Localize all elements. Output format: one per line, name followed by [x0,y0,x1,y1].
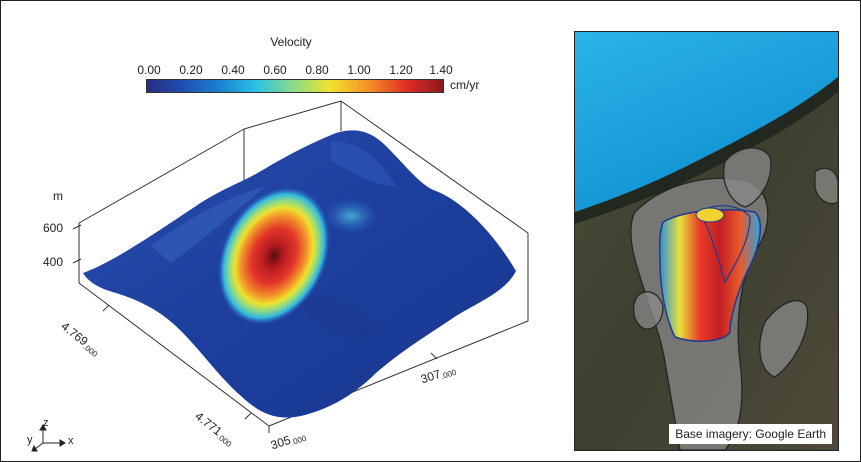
map-attribution: Base imagery: Google Earth [669,424,832,444]
terrain-ridge [331,141,396,186]
velocity-hotspot [217,187,331,325]
legend-tick: 0.40 [221,63,245,77]
triad-y-label: y [27,434,33,446]
edge-ticks [102,304,438,433]
triad-x-label: x [68,435,74,447]
bounding-box [72,100,529,427]
legend-unit: cm/yr [450,78,480,92]
legend-tick: 0.00 [137,63,161,77]
coastline [575,77,838,224]
minor-anomaly [323,198,379,234]
legend-ticks: 0.00 0.20 0.40 0.60 0.80 1.00 1.20 1.40 [1,63,860,79]
velocity-colorbar [146,79,444,93]
satellite-map: Base imagery: Google Earth [574,31,839,451]
sea-area [575,32,838,212]
triad-z-label: z [43,417,49,429]
legend-tick: 0.20 [179,63,203,77]
legend-title: Velocity [270,35,312,49]
legend-tick: 0.80 [305,63,329,77]
orientation-triad [31,424,66,452]
z-tick: 400 [43,255,63,269]
legend-tick: 1.20 [389,63,413,77]
legend-tick: 1.40 [429,63,453,77]
map-drawing [575,32,838,450]
sub-unit-outline [699,205,751,284]
velocity-overlay [658,208,762,342]
legend-tick: 0.60 [263,63,287,77]
terrain-valley [301,297,381,339]
z-tick: 600 [43,221,63,235]
legend-tick: 1.00 [347,63,371,77]
terrain-ridge [151,186,266,263]
surface-plot: m 600 400 [43,100,529,433]
head-scarp [695,207,725,223]
z-axis-unit: m [53,189,63,203]
